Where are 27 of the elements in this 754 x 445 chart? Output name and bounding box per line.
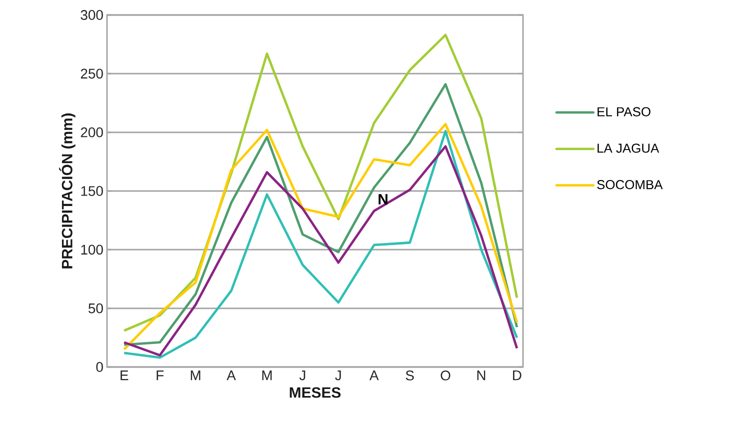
y-tick-label: 50 [88,303,103,314]
y-axis-title: PRECIPITACIÓN (mm) [59,113,76,268]
x-tick-label: J [299,370,306,380]
x-tick-label: F [156,370,164,380]
x-tick-label: S [406,370,414,380]
line-series [122,83,518,346]
annotation: N [378,194,388,204]
y-tick-label: 250 [80,68,103,79]
y-tick-label: 300 [80,10,103,20]
x-axis-title: MESES [290,387,341,398]
legend-label: LA JAGUA [598,144,660,153]
y-tick-label: 0 [96,362,103,372]
y-tick-label: 200 [80,127,103,138]
line-series [122,34,518,332]
x-tick-label: M [190,370,200,380]
x-tick-label: A [369,370,379,380]
x-tick-label: J [335,370,341,380]
y-tick-label: 100 [81,244,103,255]
x-tick-label: A [226,370,236,380]
x-tick-label: M [262,370,272,380]
legend-label: EL PASO [598,107,650,116]
legend-label: SOCOMBA [597,180,663,190]
x-tick-label: D [513,370,522,380]
x-tick-label: E [120,370,128,380]
y-tick-label: 150 [81,186,103,196]
x-tick-label: O [440,370,450,380]
x-tick-label: N [477,370,486,380]
